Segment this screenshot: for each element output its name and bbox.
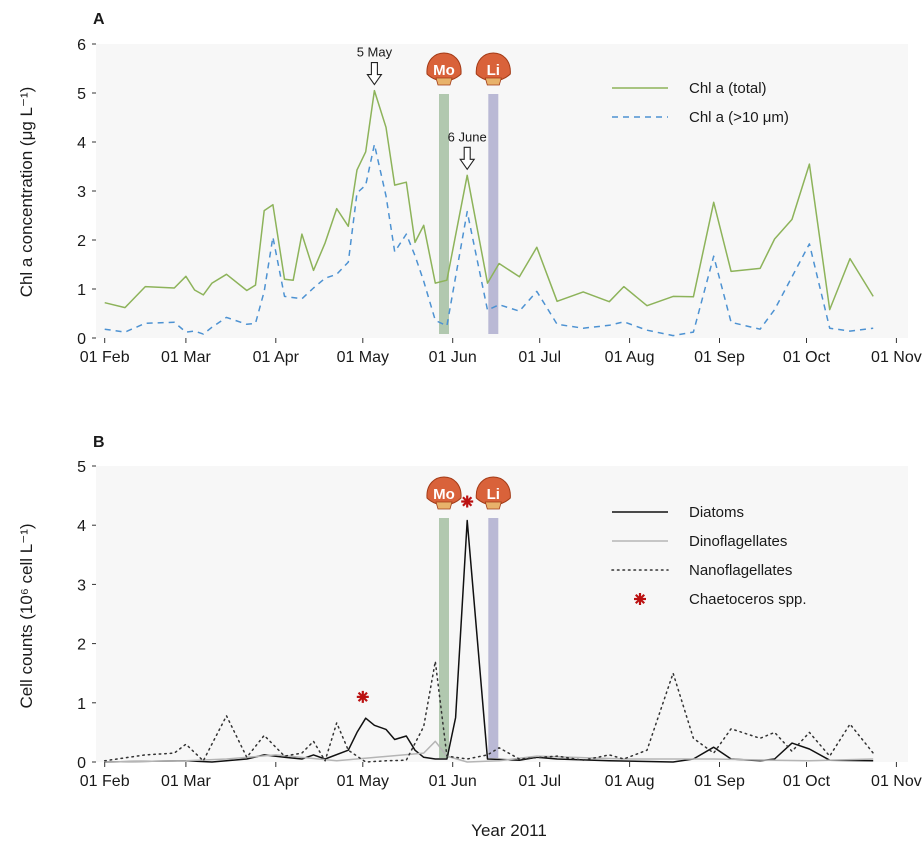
legend-label: Dinoflagellates <box>689 533 787 550</box>
x-tick-label: 01 Jul <box>518 773 561 790</box>
chaetoceros-marker <box>461 495 474 508</box>
band-li <box>488 518 499 758</box>
y-tick-label: 5 <box>77 459 86 476</box>
shell-hinge <box>484 77 502 86</box>
legend-label: Chl a (>10 μm) <box>689 109 789 126</box>
x-tick-label: 01 Feb <box>80 349 130 366</box>
scallop-icon: Mo <box>426 52 462 86</box>
x-tick-label: 01 May <box>337 773 389 790</box>
x-tick-label: 01 Nov <box>871 349 922 366</box>
plot-background <box>96 466 908 762</box>
asterisk-stroke <box>462 496 473 507</box>
x-tick-label: 01 Aug <box>605 349 655 366</box>
x-tick-label: 01 Oct <box>783 349 831 366</box>
panel-b-label: B <box>93 434 105 451</box>
legend: Chl a (total) Chl a (>10 μm) <box>612 80 789 126</box>
band-mo <box>439 518 449 758</box>
shell-hinge <box>435 501 453 510</box>
x-tick-label: 01 Mar <box>161 773 211 790</box>
legend: Diatoms Dinoflagellates Nanoflagellates Cha… <box>611 504 807 608</box>
x-tick-label: 01 Apr <box>253 773 300 790</box>
series-line-0 <box>104 89 874 311</box>
x-tick-label: 01 May <box>337 349 389 366</box>
x-tick-label: 01 Sep <box>694 349 745 366</box>
x-tick-label: 01 Sep <box>694 773 745 790</box>
legend-label: Chl a (total) <box>689 80 767 97</box>
x-tick-label: 01 Nov <box>871 773 922 790</box>
asterisk-stroke <box>357 691 368 702</box>
series-line-1 <box>104 143 874 337</box>
asterisk-stroke <box>634 593 646 605</box>
panel-b: B Cell counts (10⁶ cell L⁻¹) Mo Li 0 1 2 3 4 5 0… <box>17 434 922 790</box>
series-line-2 <box>103 660 874 763</box>
series-line-1 <box>104 740 874 763</box>
plot-background <box>96 44 908 338</box>
x-tick-label: 01 Jul <box>518 349 561 366</box>
y-tick-label: 3 <box>77 184 86 201</box>
x-tick-label: 01 Jun <box>429 773 477 790</box>
legend-label: Diatoms <box>689 504 744 521</box>
x-tick-label: 01 Aug <box>605 773 655 790</box>
x-tick-label: 01 Apr <box>253 349 300 366</box>
legend-key-asterisk-icon <box>634 593 646 605</box>
band-li <box>488 94 499 334</box>
y-tick-label: 4 <box>77 518 86 535</box>
panel-a-label: A <box>93 11 105 28</box>
chaetoceros-marker <box>356 690 369 703</box>
band-badge-label: Mo <box>433 62 455 79</box>
x-tick-label: 01 Feb <box>80 773 130 790</box>
annotation-label: 5 May <box>357 45 393 60</box>
x-axis-title: Year 2011 <box>471 821 547 840</box>
x-tick-label: 01 Mar <box>161 349 211 366</box>
band-mo <box>439 94 449 334</box>
annotation-label: 6 June <box>448 129 487 144</box>
y-tick-label: 5 <box>77 86 86 103</box>
annotation-arrow: 6 June <box>448 129 487 171</box>
panel-a: A Chl a concentration (μg L⁻¹) Mo Li 5 May… <box>17 11 922 366</box>
y-tick-label: 6 <box>77 37 86 54</box>
y-tick-label: 0 <box>77 331 86 348</box>
x-tick-label: 01 Oct <box>783 773 831 790</box>
annotation-arrow: 5 May <box>357 45 393 86</box>
y-tick-label: 1 <box>77 282 86 299</box>
band-badge-label: Mo <box>433 486 455 503</box>
legend-label: Nanoflagellates <box>689 562 792 579</box>
scallop-icon: Li <box>475 476 511 510</box>
y-tick-label: 4 <box>77 135 86 152</box>
y-tick-label: 1 <box>77 696 86 713</box>
scallop-icon: Mo <box>426 476 462 510</box>
x-tick-label: 01 Jun <box>429 349 477 366</box>
legend-label: Chaetoceros spp. <box>689 591 807 608</box>
shell-hinge <box>435 77 453 86</box>
y-tick-label: 2 <box>77 637 86 654</box>
y-tick-label: 3 <box>77 577 86 594</box>
panel-a-ylabel: Chl a concentration (μg L⁻¹) <box>17 87 36 298</box>
panel-b-ylabel: Cell counts (10⁶ cell L⁻¹) <box>17 523 36 708</box>
band-badge-label: Li <box>487 486 500 503</box>
y-tick-label: 2 <box>77 233 86 250</box>
down-arrow-icon <box>366 62 383 86</box>
band-badge-label: Li <box>487 62 500 79</box>
down-arrow-icon <box>459 146 476 171</box>
shell-hinge <box>484 501 502 510</box>
y-tick-label: 0 <box>77 755 86 772</box>
scallop-icon: Li <box>475 52 511 86</box>
